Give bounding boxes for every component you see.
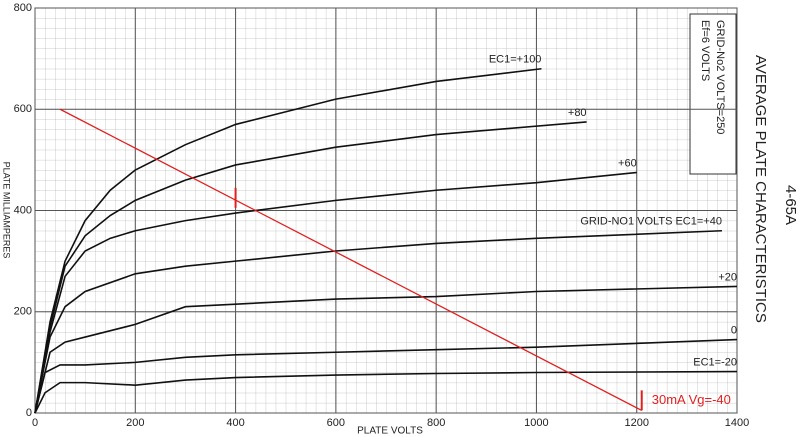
curve [34, 171, 637, 414]
x-tick-label: 1400 [725, 417, 749, 429]
y-tick-label: 800 [14, 2, 32, 14]
curve [34, 121, 587, 414]
curve-label: GRID-NO1 VOLTS EC1=+40 [580, 216, 722, 228]
condition: Ef=6 VOLTS [699, 20, 711, 81]
x-tick-label: 600 [327, 417, 345, 429]
chart-subtitle: 4-65A [782, 185, 799, 225]
x-tick-label: 0 [32, 417, 38, 429]
chart-title: AVERAGE PLATE CHARACTERISTICS [752, 55, 769, 323]
curve-label: EC1=+100 [489, 54, 542, 66]
curve [34, 229, 722, 414]
curve-label: +60 [618, 157, 637, 169]
x-tick-label: 200 [126, 417, 144, 429]
x-tick-label: 800 [427, 417, 445, 429]
curve-label: EC1=-20 [693, 356, 737, 368]
annotation: 30mA Vg=-40 [652, 392, 731, 407]
load-line [59, 108, 643, 412]
curve-label: +20 [718, 271, 737, 283]
curve-label: 0 [731, 325, 737, 337]
curve [34, 338, 738, 414]
y-axis-label: PLATE MILLIAMPERES [2, 162, 12, 259]
x-tick-label: 400 [226, 417, 244, 429]
conditions-box [689, 13, 737, 175]
x-tick-label: 1200 [624, 417, 648, 429]
y-tick-label: 600 [14, 103, 32, 115]
y-tick-label: 400 [14, 204, 32, 216]
condition: GRID-No2 VOLTS=250 [714, 20, 726, 134]
x-axis-label: PLATE VOLTS [357, 426, 423, 437]
y-tick-label: 0 [26, 407, 32, 419]
curve [34, 370, 738, 414]
curve [34, 285, 738, 414]
curve-label: +80 [568, 107, 587, 119]
y-tick-label: 200 [14, 306, 32, 318]
x-tick-label: 1000 [524, 417, 548, 429]
curve [34, 67, 542, 414]
